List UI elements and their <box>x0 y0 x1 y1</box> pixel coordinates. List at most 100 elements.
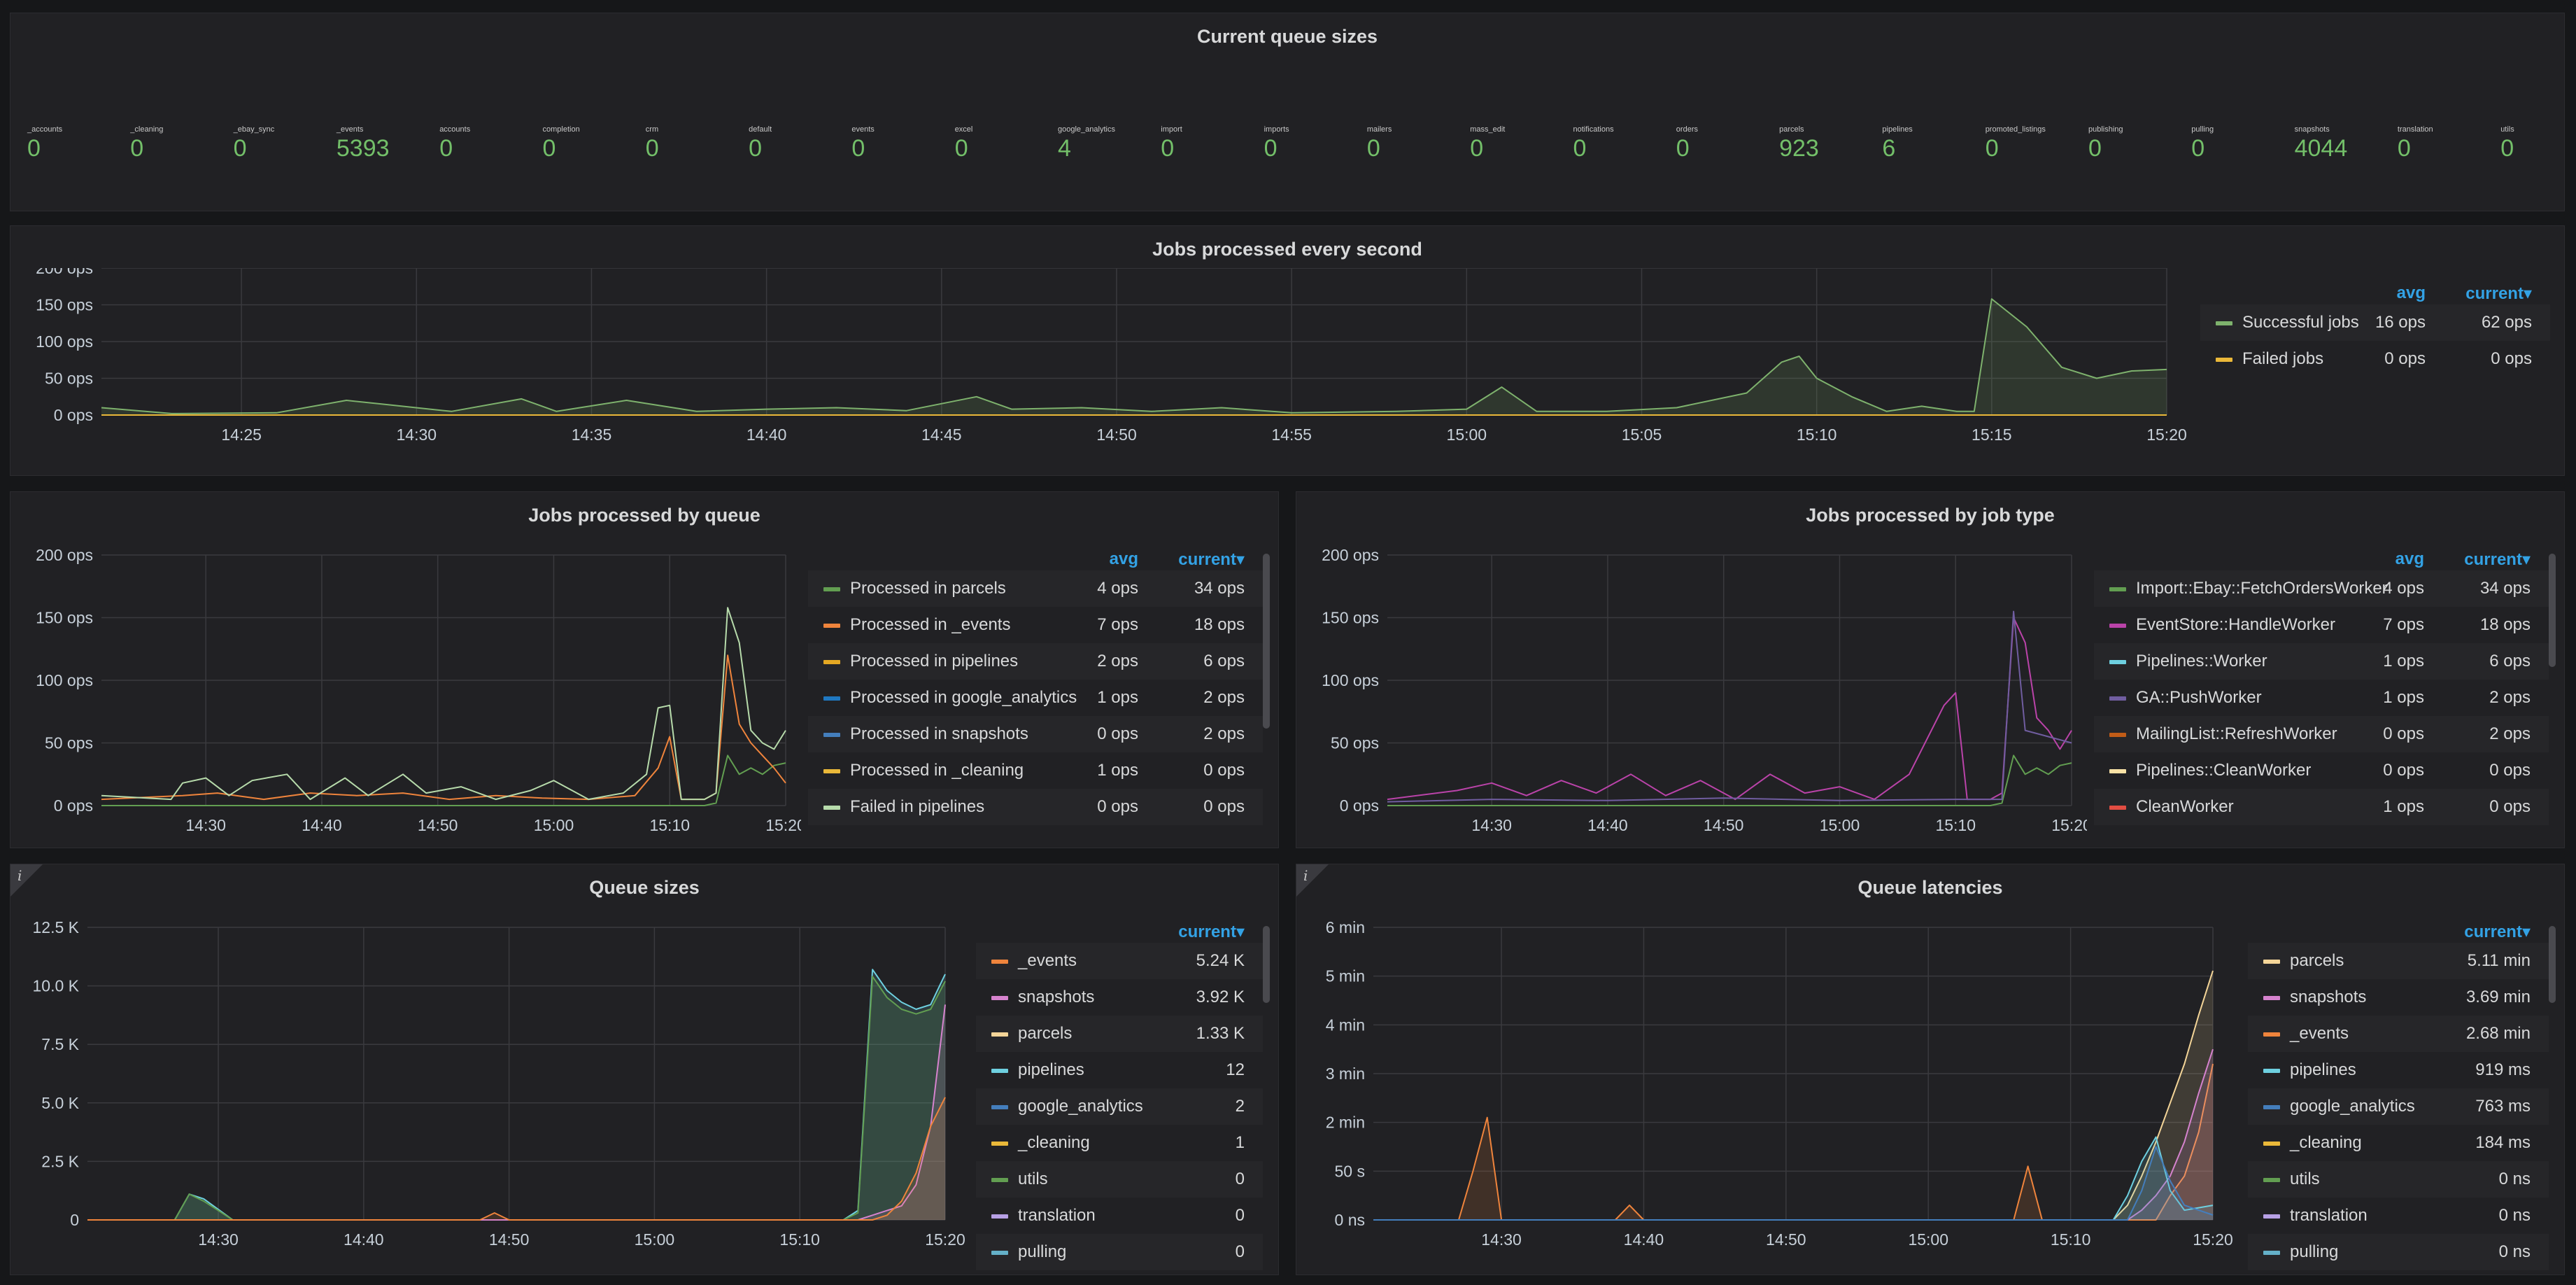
legend-scrollbar[interactable] <box>2549 554 2556 667</box>
legend-item[interactable]: snapshots 3.92 K <box>976 979 1263 1016</box>
legend-item[interactable]: pipelines 12 <box>976 1052 1263 1088</box>
legend-item[interactable]: pulling 0 <box>976 1234 1263 1270</box>
queue-latencies-chart[interactable]: 6 min 5 min 4 min 3 min 2 min 50 s 0 ns 14:30 14… <box>1296 913 2248 1270</box>
legend-header-avg[interactable]: avg <box>2396 283 2426 302</box>
queue-stat-crm[interactable]: crm 0 <box>646 125 659 162</box>
legend-item[interactable]: translation 0 ns <box>2248 1198 2549 1234</box>
series-line-pipelines[interactable] <box>87 969 946 1221</box>
legend-item[interactable]: google_analytics 763 ms <box>2248 1088 2549 1125</box>
queue-stat-mailers[interactable]: mailers 0 <box>1367 125 1392 162</box>
legend-item[interactable]: _cleaning 1 <box>976 1125 1263 1161</box>
legend-scrollbar[interactable] <box>1263 554 1270 729</box>
queue-stat-completion[interactable]: completion 0 <box>543 125 580 162</box>
legend-scrollbar[interactable] <box>1263 926 1270 1003</box>
legend-header-current[interactable]: current▾ <box>2464 550 2531 569</box>
series-line-processed-in-parcels[interactable] <box>101 754 786 806</box>
queue-stat-snapshots[interactable]: snapshots 4044 <box>2295 125 2348 162</box>
legend-item[interactable]: pulling 0 ns <box>2248 1234 2549 1270</box>
queue-stat-excel[interactable]: excel 0 <box>955 125 973 162</box>
series-line-google-analytics[interactable] <box>1373 1146 2214 1221</box>
legend-item[interactable]: Processed in parcels 4 ops 34 ops <box>808 570 1263 607</box>
series-line-pipelines[interactable] <box>1373 1136 2214 1221</box>
queue-stat-orders[interactable]: orders 0 <box>1676 125 1698 162</box>
queue-stat-pulling[interactable]: pulling 0 <box>2191 125 2214 162</box>
legend-item[interactable]: Pipelines::Worker 1 ops 6 ops <box>2094 643 2549 680</box>
legend-item[interactable]: parcels 1.33 K <box>976 1016 1263 1052</box>
queue-stat-notifications[interactable]: notifications 0 <box>1573 125 1614 162</box>
legend-header-current[interactable]: current▾ <box>1178 922 1245 941</box>
queue-stat-import[interactable]: import 0 <box>1161 125 1182 162</box>
queue-stat-promoted-listings[interactable]: promoted_listings 0 <box>1986 125 2046 162</box>
legend-item[interactable]: google_analytics 2 <box>976 1088 1263 1125</box>
queue-stat-imports[interactable]: imports 0 <box>1264 125 1289 162</box>
panel-info-corner[interactable] <box>10 864 43 897</box>
panel-title[interactable]: Queue sizes <box>589 877 700 898</box>
series-line-snapshots[interactable] <box>1373 1048 2214 1221</box>
panel-title[interactable]: Jobs processed by job type <box>1806 505 2055 526</box>
legend-header-avg[interactable]: avg <box>1109 549 1138 568</box>
series-line-eventstore-handleworker[interactable] <box>1387 617 2072 801</box>
legend-item[interactable]: CleanWorker 1 ops 0 ops <box>2094 789 2549 825</box>
queue-stat-utils[interactable]: utils 0 <box>2500 125 2514 162</box>
jobs-by-type-chart[interactable]: 200 ops 150 ops 100 ops 50 ops 0 ops 14:30 14:… <box>1296 541 2087 843</box>
series-line-utils[interactable] <box>87 976 946 1221</box>
panel-info-corner[interactable] <box>1296 864 1329 897</box>
legend-header-current[interactable]: current▾ <box>1178 550 1245 569</box>
series-line--events[interactable] <box>1373 1063 2214 1221</box>
legend-item[interactable]: Failed jobs 0 ops 0 ops <box>2200 341 2550 377</box>
panel-title[interactable]: Jobs processed by queue <box>528 505 760 526</box>
legend-item[interactable]: translation 0 <box>976 1198 1263 1234</box>
queue-sizes-chart[interactable]: 12.5 K 10.0 K 7.5 K 5.0 K 2.5 K 0 14:30 14:40 14… <box>10 913 976 1270</box>
info-icon[interactable]: i <box>1303 867 1308 884</box>
queue-stat-accounts[interactable]: accounts 0 <box>439 125 470 162</box>
legend-item[interactable]: utils 0 ns <box>2248 1161 2549 1198</box>
legend-item[interactable]: EventStore::HandleWorker 7 ops 18 ops <box>2094 607 2549 643</box>
queue-stat-translation[interactable]: translation 0 <box>2398 125 2433 162</box>
series-line-ga-pushworker[interactable] <box>1387 610 2072 803</box>
queue-stat-mass-edit[interactable]: mass_edit 0 <box>1470 125 1505 162</box>
legend-scrollbar[interactable] <box>2549 926 2556 1003</box>
legend-item[interactable]: utils 0 <box>976 1161 1263 1198</box>
series-line-failed-in-pipelines[interactable] <box>101 607 786 801</box>
series-line-parcels[interactable] <box>1373 970 2214 1221</box>
panel-title[interactable]: Jobs processed every second <box>1152 239 1422 260</box>
legend-item[interactable]: Processed in google_analytics 1 ops 2 ops <box>808 680 1263 716</box>
queue-stat-pipelines[interactable]: pipelines 6 <box>1882 125 1912 162</box>
series-line-processed-in-events[interactable] <box>101 654 786 801</box>
queue-stat-events[interactable]: events 0 <box>851 125 874 162</box>
queue-stat-u-events[interactable]: _events 5393 <box>337 125 390 162</box>
series-line-successful-jobs[interactable] <box>101 298 2167 414</box>
legend-item[interactable]: GA::PushWorker 1 ops 2 ops <box>2094 680 2549 716</box>
series-line-snapshots[interactable] <box>87 1004 946 1221</box>
legend-item[interactable]: Processed in _events 7 ops 18 ops <box>808 607 1263 643</box>
jobs-by-queue-chart[interactable]: 200 ops 150 ops 100 ops 50 ops 0 ops 14:30 14:… <box>10 541 801 843</box>
queue-stat-u-cleaning[interactable]: _cleaning 0 <box>130 125 163 162</box>
jobs-per-second-chart[interactable]: 200 ops 150 ops 100 ops 50 ops 0 ops 14:25 14:… <box>10 268 2186 471</box>
info-icon[interactable]: i <box>17 867 22 884</box>
legend-item[interactable]: _events 2.68 min <box>2248 1016 2549 1052</box>
queue-stat-publishing[interactable]: publishing 0 <box>2088 125 2123 162</box>
legend-header-current[interactable]: current▾ <box>2464 922 2531 941</box>
queue-stat-u-ebay-sync[interactable]: _ebay_sync 0 <box>234 125 275 162</box>
legend-header-avg[interactable]: avg <box>2395 549 2424 568</box>
series-line-import-ebay-fetchordersworker[interactable] <box>1387 754 2072 806</box>
panel-title[interactable]: Queue latencies <box>1857 877 2003 898</box>
legend-item[interactable]: Import::Ebay::FetchOrdersWorker 4 ops 34 o… <box>2094 570 2549 607</box>
legend-item[interactable]: pipelines 919 ms <box>2248 1052 2549 1088</box>
legend-item[interactable]: parcels 5.11 min <box>2248 943 2549 979</box>
legend-item[interactable]: snapshots 3.69 min <box>2248 979 2549 1016</box>
queue-stat-google-analytics[interactable]: google_analytics 4 <box>1058 125 1115 162</box>
legend-item[interactable]: Processed in _cleaning 1 ops 0 ops <box>808 752 1263 789</box>
legend-item[interactable]: Failed in pipelines 0 ops 0 ops <box>808 789 1263 825</box>
legend-item[interactable]: MailingList::RefreshWorker 0 ops 2 ops <box>2094 716 2549 752</box>
legend-item[interactable]: _cleaning 184 ms <box>2248 1125 2549 1161</box>
legend-item[interactable]: _events 5.24 K <box>976 943 1263 979</box>
queue-stat-default[interactable]: default 0 <box>749 125 772 162</box>
legend-item[interactable]: Processed in snapshots 0 ops 2 ops <box>808 716 1263 752</box>
queue-stat-u-accounts[interactable]: _accounts 0 <box>27 125 62 162</box>
panel-title[interactable]: Current queue sizes <box>1196 26 1378 47</box>
legend-item[interactable]: Processed in pipelines 2 ops 6 ops <box>808 643 1263 680</box>
series-line--events[interactable] <box>87 1097 946 1221</box>
queue-stat-parcels[interactable]: parcels 923 <box>1779 125 1819 162</box>
legend-item[interactable]: Successful jobs 16 ops 62 ops <box>2200 304 2550 341</box>
